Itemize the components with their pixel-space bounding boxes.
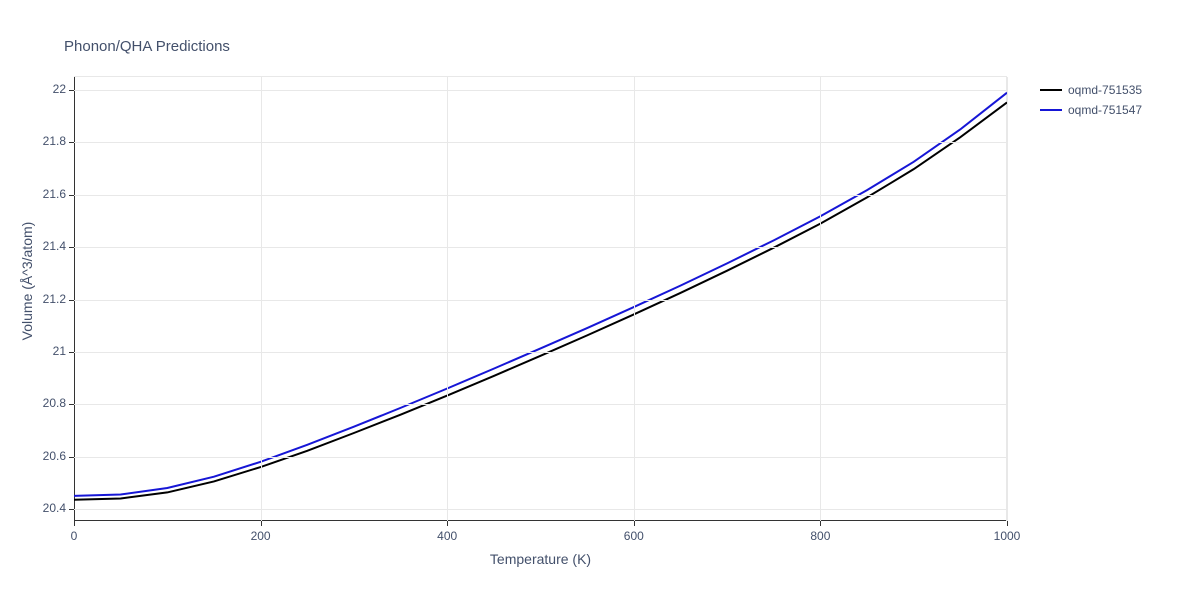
grid-line-h [74,300,1006,301]
series-line [74,102,1007,499]
y-tick-mark [69,300,74,301]
y-tick-mark [69,247,74,248]
x-tick-label: 800 [810,529,830,543]
y-tick-mark [69,352,74,353]
x-tick-mark [74,521,75,526]
grid-line-v [1007,77,1008,521]
y-tick-label: 21.4 [26,239,66,253]
legend-label: oqmd-751535 [1068,83,1142,97]
x-axis-label: Temperature (K) [74,551,1007,567]
grid-line-h [74,404,1006,405]
y-tick-label: 21.6 [26,187,66,201]
y-tick-label: 21.2 [26,292,66,306]
plot-area [74,76,1007,521]
x-tick-label: 400 [437,529,457,543]
grid-line-h [74,352,1006,353]
grid-line-h [74,457,1006,458]
grid-line-h [74,142,1006,143]
x-tick-label: 200 [251,529,271,543]
x-tick-label: 0 [71,529,78,543]
y-tick-label: 22 [26,82,66,96]
y-tick-mark [69,195,74,196]
y-axis-label: Volume (Å^3/atom) [19,201,35,361]
x-tick-label: 600 [624,529,644,543]
x-tick-mark [634,521,635,526]
y-tick-label: 21.8 [26,134,66,148]
grid-line-h [74,247,1006,248]
y-tick-mark [69,404,74,405]
legend-swatch [1040,89,1062,91]
x-tick-mark [261,521,262,526]
y-tick-label: 20.4 [26,501,66,515]
legend-label: oqmd-751547 [1068,103,1142,117]
chart-title: Phonon/QHA Predictions [64,38,230,55]
grid-line-h [74,195,1006,196]
y-tick-label: 21 [26,344,66,358]
y-tick-mark [69,90,74,91]
legend-item[interactable]: oqmd-751535 [1040,80,1142,100]
y-tick-label: 20.6 [26,449,66,463]
legend-item[interactable]: oqmd-751547 [1040,100,1142,120]
legend-swatch [1040,109,1062,111]
x-tick-mark [820,521,821,526]
series-line [74,93,1007,496]
x-tick-mark [1007,521,1008,526]
y-tick-label: 20.8 [26,396,66,410]
y-tick-mark [69,509,74,510]
grid-line-h [74,90,1006,91]
grid-line-h [74,509,1006,510]
x-tick-mark [447,521,448,526]
y-tick-mark [69,457,74,458]
legend: oqmd-751535 oqmd-751547 [1040,80,1142,120]
x-tick-label: 1000 [994,529,1021,543]
y-tick-mark [69,142,74,143]
